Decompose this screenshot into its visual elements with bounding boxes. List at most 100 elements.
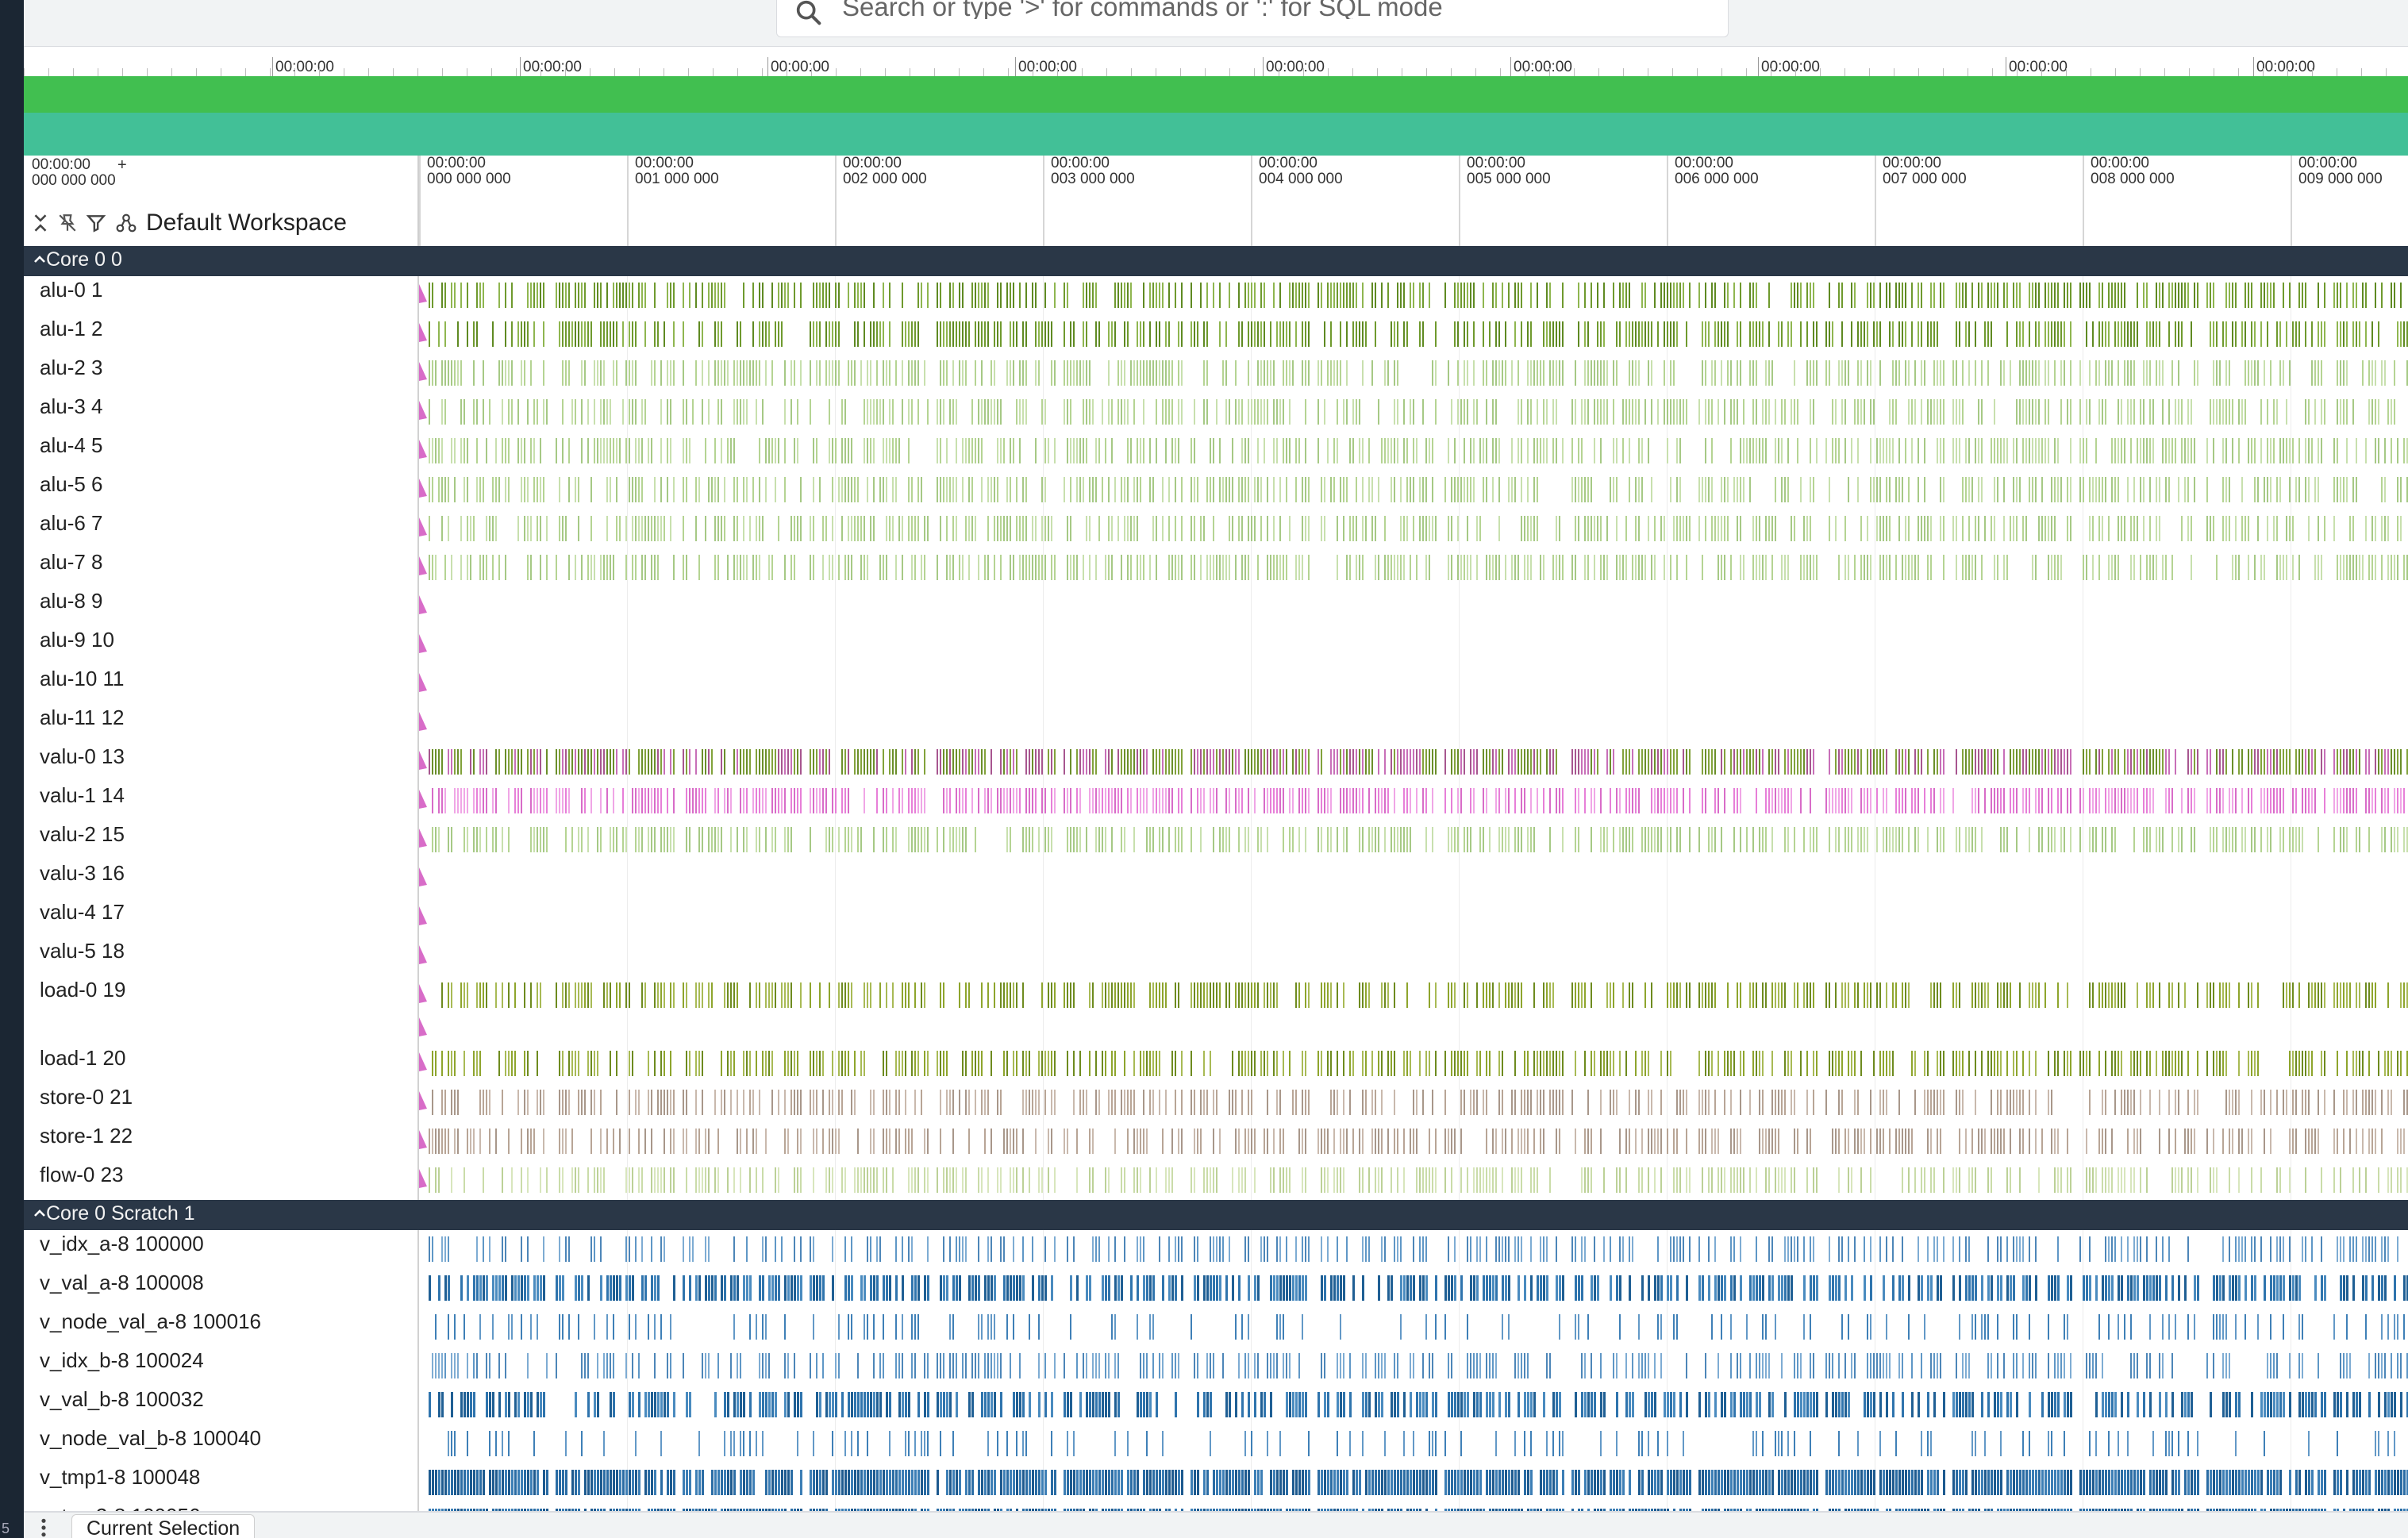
slice[interactable]: [1203, 321, 1205, 347]
slice[interactable]: [962, 788, 964, 813]
slice[interactable]: [1406, 827, 1408, 852]
slice[interactable]: [2349, 555, 2351, 580]
slice[interactable]: [1533, 516, 1535, 541]
slice[interactable]: [1092, 477, 1094, 502]
slice[interactable]: [1289, 283, 1291, 308]
slice[interactable]: [2048, 283, 2049, 308]
slice[interactable]: [2041, 477, 2043, 502]
slice[interactable]: [1898, 749, 1900, 775]
slice[interactable]: [854, 321, 856, 347]
slice[interactable]: [844, 788, 846, 813]
slice[interactable]: [1937, 399, 1938, 425]
slice[interactable]: [873, 283, 875, 308]
slice[interactable]: [2051, 788, 2052, 813]
slice[interactable]: [1676, 788, 1678, 813]
slice[interactable]: [790, 555, 792, 580]
slice[interactable]: [2279, 555, 2281, 580]
slice[interactable]: [1670, 788, 1671, 813]
slice[interactable]: [600, 555, 602, 580]
slice[interactable]: [1584, 360, 1586, 386]
slice[interactable]: [537, 399, 538, 425]
slice[interactable]: [1991, 749, 1992, 775]
slice[interactable]: [1848, 477, 1849, 502]
slice[interactable]: [587, 1051, 589, 1076]
slice[interactable]: [527, 399, 529, 425]
slice[interactable]: [1302, 321, 1303, 347]
slice[interactable]: [537, 1051, 538, 1076]
slice[interactable]: [1730, 360, 1732, 386]
slice[interactable]: [1267, 1051, 1268, 1076]
slice[interactable]: [2222, 788, 2224, 813]
slice[interactable]: [2346, 321, 2348, 347]
slice[interactable]: [1041, 516, 1043, 541]
slice[interactable]: [1825, 438, 1827, 463]
slice[interactable]: [467, 982, 468, 1008]
slice[interactable]: [1143, 749, 1144, 775]
slice[interactable]: [1464, 827, 1465, 852]
slice[interactable]: [1486, 982, 1487, 1008]
slice[interactable]: [991, 1051, 992, 1076]
slice[interactable]: [1244, 982, 1246, 1008]
slice[interactable]: [1556, 321, 1557, 347]
slice[interactable]: [2162, 749, 2164, 775]
slice[interactable]: [1149, 1051, 1151, 1076]
slice[interactable]: [2067, 516, 2068, 541]
slice[interactable]: [1479, 827, 1481, 852]
slice[interactable]: [2232, 438, 2233, 463]
slice[interactable]: [1159, 321, 1160, 347]
slice[interactable]: [1321, 516, 1322, 541]
slice[interactable]: [917, 399, 919, 425]
track-separator[interactable]: [417, 548, 419, 587]
slice[interactable]: [2381, 516, 2383, 541]
slice[interactable]: [1064, 321, 1065, 347]
track-name[interactable]: alu-8 9: [40, 589, 103, 613]
slice[interactable]: [1879, 438, 1881, 463]
slice[interactable]: [606, 982, 608, 1008]
slice[interactable]: [1406, 1051, 1408, 1076]
slice[interactable]: [2267, 321, 2268, 347]
slice[interactable]: [2232, 827, 2233, 852]
slice[interactable]: [1775, 982, 1776, 1008]
group-header-core[interactable]: Core 0 0: [24, 246, 2408, 276]
slice[interactable]: [1200, 555, 1202, 580]
slice[interactable]: [1749, 749, 1751, 775]
slice[interactable]: [1514, 1051, 1516, 1076]
track-content[interactable]: [422, 555, 2408, 580]
slice[interactable]: [2260, 399, 2262, 425]
slice[interactable]: [1625, 788, 1627, 813]
slice[interactable]: [1038, 827, 1040, 852]
slice[interactable]: [1064, 399, 1065, 425]
slice[interactable]: [1540, 1051, 1541, 1076]
slice[interactable]: [949, 827, 951, 852]
slice[interactable]: [2257, 516, 2259, 541]
slice[interactable]: [441, 399, 443, 425]
slice[interactable]: [2318, 827, 2319, 852]
slice[interactable]: [1111, 555, 1113, 580]
slice[interactable]: [2340, 477, 2341, 502]
slice[interactable]: [771, 749, 773, 775]
slice[interactable]: [2371, 360, 2373, 386]
slice[interactable]: [1867, 982, 1868, 1008]
slice[interactable]: [1873, 321, 1875, 347]
slice[interactable]: [600, 283, 602, 308]
track-name[interactable]: alu-4 5: [40, 433, 103, 457]
slice[interactable]: [2143, 399, 2145, 425]
slice[interactable]: [1546, 1051, 1548, 1076]
slice[interactable]: [2130, 788, 2132, 813]
slice[interactable]: [597, 438, 598, 463]
slice[interactable]: [1991, 788, 1992, 813]
slice[interactable]: [448, 1051, 449, 1076]
slice[interactable]: [1581, 477, 1583, 502]
slice[interactable]: [667, 360, 668, 386]
slice[interactable]: [457, 321, 459, 347]
slice[interactable]: [1756, 438, 1757, 463]
slice[interactable]: [714, 516, 716, 541]
slice[interactable]: [451, 360, 452, 386]
slice[interactable]: [2245, 827, 2246, 852]
slice[interactable]: [765, 982, 767, 1008]
slice[interactable]: [2035, 360, 2037, 386]
slice[interactable]: [1079, 477, 1081, 502]
slice[interactable]: [1591, 360, 1592, 386]
slice[interactable]: [1298, 788, 1300, 813]
slice[interactable]: [1029, 555, 1030, 580]
